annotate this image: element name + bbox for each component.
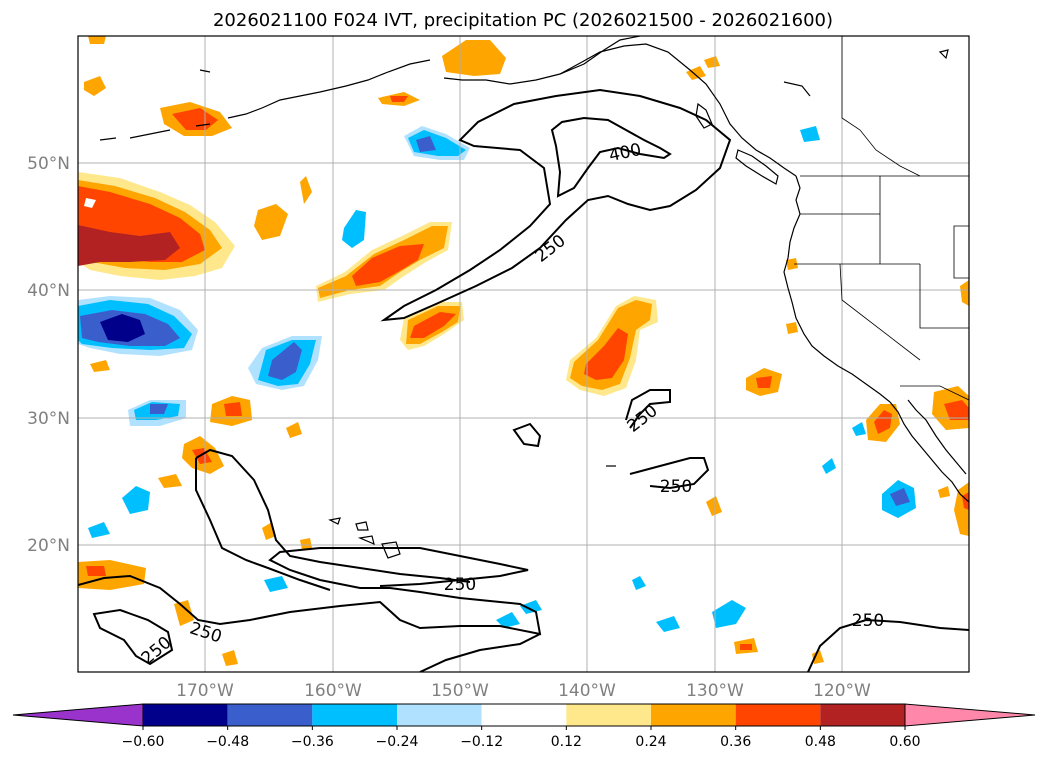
colorbar-tick-label: −0.48: [206, 734, 249, 750]
colorbar-segment: [481, 704, 567, 726]
colorbar-tick-label: 0.12: [551, 734, 582, 750]
lat-label: 20°N: [27, 536, 70, 556]
colorbar-tick-label: 0.60: [889, 734, 920, 750]
colorbar-segment: [566, 704, 651, 726]
colorbar-segment: [227, 704, 313, 726]
colorbar-outline: [142, 703, 906, 727]
map-panel: 400 250 250 250 250 250 250 250: [78, 36, 969, 672]
lon-label: 130°W: [686, 681, 744, 701]
lat-label: 40°N: [27, 281, 70, 301]
figure-title: 2026021100 F024 IVT, precipitation PC (2…: [213, 10, 833, 31]
colorbar-segment: [651, 704, 736, 726]
colorbar-segment: [397, 704, 482, 726]
lon-label: 170°W: [176, 681, 234, 701]
colorbar-tick-label: −0.24: [376, 734, 419, 750]
colorbar-segment: [735, 704, 821, 726]
map-frame: [77, 35, 970, 673]
colorbar-segment: [820, 704, 905, 726]
ivt-label: 250: [444, 575, 476, 595]
latitude-labels: 50°N 40°N 30°N 20°N: [27, 154, 70, 556]
coastlines: [99, 36, 969, 559]
lat-label: 30°N: [27, 409, 70, 429]
lon-label: 160°W: [304, 681, 362, 701]
colorbar-segment: [143, 704, 228, 726]
colorbar-tick-label: −0.12: [460, 734, 503, 750]
gridlines: [78, 36, 969, 672]
colorbar-tick-label: −0.36: [291, 734, 334, 750]
precipitation-shading: [78, 36, 969, 666]
ivt-label: 250: [852, 611, 884, 631]
lon-label: 120°W: [813, 681, 871, 701]
lon-label: 140°W: [558, 681, 616, 701]
colorbar-tick-label: −0.60: [122, 734, 165, 750]
political-borders: [794, 36, 969, 401]
colorbar-tick-label: 0.24: [635, 734, 666, 750]
lat-label: 50°N: [27, 154, 70, 174]
colorbar-extend-low: [12, 703, 144, 727]
ivt-label: 250: [660, 477, 692, 497]
colorbar: −0.60 −0.48 −0.36 −0.24 −0.12 0.12 0.24 0.36 0.4…: [12, 703, 1036, 750]
colorbar-segment: [312, 704, 397, 726]
colorbar-extend-high: [904, 703, 1036, 727]
lon-label: 150°W: [431, 681, 489, 701]
ivt-contours: [78, 88, 969, 672]
colorbar-tick-label: 0.48: [805, 734, 836, 750]
longitude-labels: 170°W 160°W 150°W 140°W 130°W 120°W: [176, 681, 871, 701]
colorbar-tick-label: 0.36: [720, 734, 751, 750]
